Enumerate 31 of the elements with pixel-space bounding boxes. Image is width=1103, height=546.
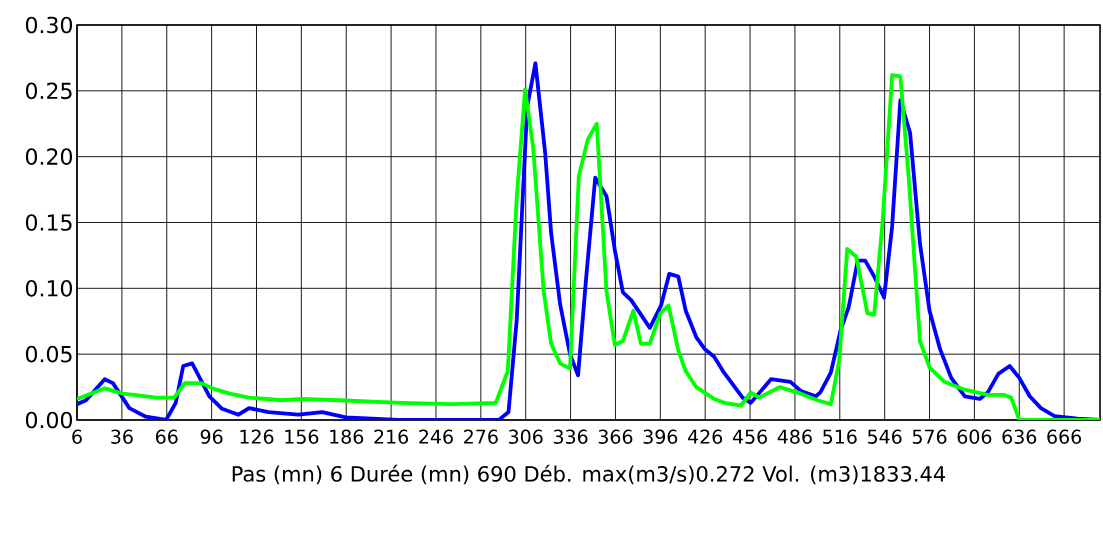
x-tick-label: 246 xyxy=(419,429,453,444)
x-tick-label: 156 xyxy=(285,429,319,444)
x-tick-label: 36 xyxy=(111,429,133,444)
x-tick-label: 426 xyxy=(687,429,723,444)
x-tick-label: 516 xyxy=(823,429,857,444)
x-tick-label: 336 xyxy=(553,429,588,444)
y-tick-label: 0.00 xyxy=(25,411,73,429)
x-tick-label: 606 xyxy=(957,429,992,444)
x-tick-label: 126 xyxy=(240,429,274,444)
x-tick-label: 216 xyxy=(374,429,409,444)
x-tick-label: 486 xyxy=(777,429,812,444)
x-tick-label: 456 xyxy=(732,429,767,444)
x-tick-label: 66 xyxy=(156,429,178,444)
x-tick-label: 636 xyxy=(1002,429,1037,444)
x-tick-label: 96 xyxy=(200,429,223,444)
y-tick-label: 0.25 xyxy=(25,82,72,100)
x-tick-label: 306 xyxy=(509,429,543,444)
x-tick-label: 186 xyxy=(330,429,364,444)
x-tick-label: 576 xyxy=(912,429,947,444)
x-tick-label: 366 xyxy=(598,429,633,444)
x-tick-label: 666 xyxy=(1047,429,1082,444)
y-tick-label: 0.05 xyxy=(25,345,72,363)
x-tick-label: 396 xyxy=(643,429,678,444)
y-tick-label: 0.30 xyxy=(25,16,73,34)
x-tick-label: 546 xyxy=(867,429,902,444)
y-tick-label: 0.15 xyxy=(25,214,72,231)
x-tick-label: 6 xyxy=(72,429,82,444)
x-axis-title: Pas (mn) 6 Durée (mn) 690 Déb. max(m3/s)0.272 Vol. (m3)1833.44 xyxy=(232,464,946,485)
y-tick-label: 0.10 xyxy=(25,280,73,297)
x-tick-label: 276 xyxy=(464,429,498,444)
y-tick-label: 0.20 xyxy=(25,148,73,165)
